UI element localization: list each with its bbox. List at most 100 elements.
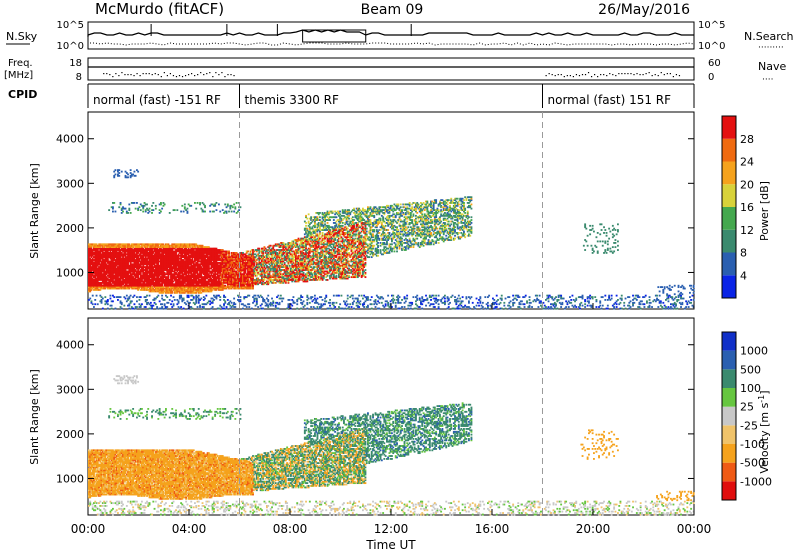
power-echo-cell <box>161 260 164 263</box>
power-echo-cell <box>205 247 208 250</box>
power-echo-cell <box>261 254 263 257</box>
power-echo-cell <box>132 283 135 286</box>
power-echo-cell <box>286 264 289 267</box>
power-echo-cell <box>226 252 229 254</box>
power-echo-cell <box>247 269 249 271</box>
power-echo-cell <box>114 277 117 280</box>
power-echo-cell <box>149 244 152 247</box>
power-echo-cell <box>168 281 171 284</box>
power-echo-cell <box>156 252 159 254</box>
power-echo-cell <box>269 267 272 270</box>
power-echo-cell <box>125 261 128 264</box>
power-echo-cell <box>205 289 208 291</box>
power-echo-cell <box>153 244 156 247</box>
cpid-segment-label: themis 3300 RF <box>245 93 339 107</box>
power-echo-cell <box>105 243 108 246</box>
power-echo-cell <box>253 273 256 276</box>
power-echo-cell <box>199 279 201 281</box>
power-echo-cell <box>154 267 157 270</box>
power-echo-cell <box>96 250 99 253</box>
power-echo-cell <box>183 254 186 257</box>
power-echo-cell <box>252 273 254 276</box>
power-echo-cell <box>239 206 242 209</box>
power-echo-cell <box>240 256 243 259</box>
power-echo-cell <box>221 257 224 260</box>
power-echo-cell <box>228 283 230 286</box>
power-echo-cell <box>231 273 234 276</box>
power-echo-cell <box>128 253 131 256</box>
power-echo-cell <box>243 269 246 271</box>
power-echo-cell <box>220 266 223 269</box>
power-echo-cell <box>274 277 277 280</box>
power-echo-cell <box>153 254 156 257</box>
power-echo-cell <box>129 212 132 214</box>
power-echo-cell <box>263 261 266 264</box>
power-echo-cell <box>101 287 104 290</box>
power-echo-cell <box>156 267 159 270</box>
power-echo-cell <box>129 263 132 266</box>
power-echo-cell <box>125 246 128 249</box>
power-echo-cell <box>162 202 165 204</box>
power-echo-cell <box>103 264 106 267</box>
power-echo-cell <box>114 173 117 176</box>
power-echo-cell <box>178 252 181 254</box>
power-echo-cell <box>190 291 193 294</box>
power-echo-cell <box>191 289 194 291</box>
power-echo-cell <box>214 249 217 251</box>
power-echo-cell <box>262 276 265 279</box>
power-echo-cell <box>204 263 206 266</box>
power-echo-cell <box>230 260 233 263</box>
power-echo-cell <box>249 273 252 276</box>
power-echo-cell <box>196 252 199 254</box>
power-echo-cell <box>262 300 265 303</box>
power-echo-cell <box>165 261 167 264</box>
power-echo-cell <box>120 267 123 270</box>
power-echo-cell <box>162 289 165 291</box>
power-echo-cell <box>213 252 215 254</box>
power-echo-cell <box>120 246 123 249</box>
power-echo-cell <box>148 283 151 286</box>
power-echo-cell <box>117 243 119 246</box>
power-echo-cell <box>234 207 237 210</box>
power-echo-cell <box>176 289 179 291</box>
power-echo-cell <box>234 257 237 260</box>
power-echo-cell <box>172 280 175 283</box>
power-echo-cell <box>127 260 129 263</box>
power-echo-cell <box>267 304 270 307</box>
power-echo-cell <box>109 261 112 264</box>
power-echo-cell <box>105 249 108 251</box>
power-echo-cell <box>211 279 214 281</box>
power-echo-cell <box>127 299 129 301</box>
power-echo-cell <box>277 274 280 277</box>
power-echo-cell <box>223 250 225 253</box>
power-echo-cell <box>183 266 186 269</box>
power-echo-cell <box>98 276 100 279</box>
power-echo-cell <box>143 257 146 260</box>
power-echo-cell <box>163 250 166 253</box>
power-echo-cell <box>147 253 150 256</box>
power-echo-cell <box>109 249 112 251</box>
power-echo-cell <box>180 296 183 299</box>
power-echo-cell <box>154 274 157 277</box>
power-echo-cell <box>200 273 203 276</box>
power-echo-cell <box>240 260 243 263</box>
power-echo-cell <box>240 263 243 266</box>
power-echo-cell <box>162 266 165 269</box>
power-echo-cell <box>158 277 161 280</box>
power-echo-cell <box>195 271 198 274</box>
power-echo-cell <box>201 284 204 287</box>
power-echo-cell <box>263 246 266 249</box>
power-echo-cell <box>158 249 161 251</box>
power-echo-cell <box>220 261 223 264</box>
power-echo-cell <box>128 266 131 269</box>
power-echo-cell <box>261 252 263 254</box>
power-echo-cell <box>119 263 122 266</box>
power-echo-cell <box>171 260 174 263</box>
power-echo-cell <box>206 273 209 276</box>
power-echo-cell <box>186 263 189 266</box>
power-echo-cell <box>269 269 272 271</box>
power-echo-cell <box>163 299 166 301</box>
nave-point <box>178 75 181 77</box>
power-echo-cell <box>139 254 142 257</box>
power-echo-cell <box>96 273 99 276</box>
